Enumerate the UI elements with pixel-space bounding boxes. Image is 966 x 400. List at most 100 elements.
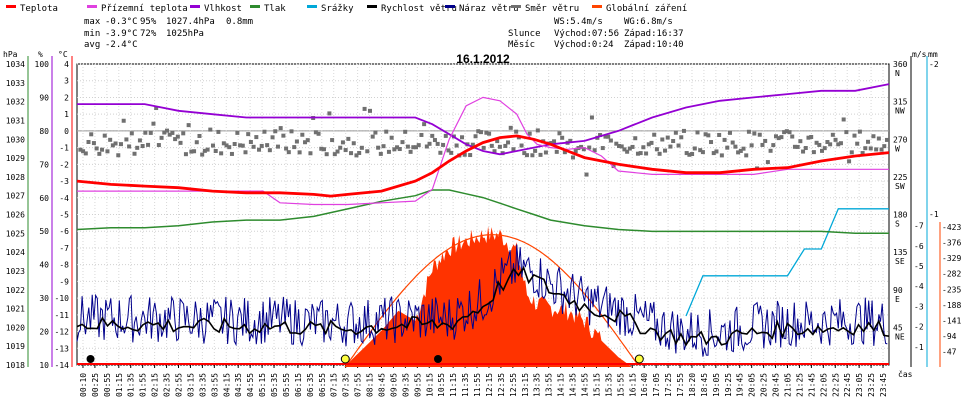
x-tick-label: 10:15 [425,373,434,397]
wind-direction-point [151,121,156,126]
wind-direction-point [367,108,372,113]
direction-tick-label: NW [895,107,905,116]
wind-direction-point [200,152,205,157]
temperature-line [76,134,890,198]
x-tick-label: 06:55 [318,373,327,397]
wind-direction-point [719,153,724,158]
wind-direction-point [535,128,540,133]
wind-direction-point [354,153,359,158]
humidity-axis-tick: 100 [35,60,50,69]
humidity-axis-tick: 30 [39,294,49,303]
wind-direction-point [492,149,497,154]
wind-direction-point [251,144,256,149]
wind-direction-point [211,143,216,148]
wind-direction-point [614,141,619,146]
wind-direction-point [381,144,386,149]
direction-tick: 225 [893,173,908,182]
wind-direction-point [573,149,578,154]
wind-direction-point [118,142,123,147]
wind-direction-point [468,153,473,158]
clear-sky-curve [344,234,639,368]
wind-direction-point [389,135,394,140]
wind-direction-point [714,149,719,154]
x-tick-label: 15:55 [616,373,625,397]
legend-label: Tlak [264,4,286,14]
humidity-axis-tick: 90 [39,93,49,102]
wind-direction-point [89,132,94,137]
wind-direction-point [232,142,237,147]
wind-direction-point [838,141,843,146]
wind-direction-point [365,149,370,154]
x-tick-label: 23:45 [879,373,888,397]
wind-direction-point [83,151,88,156]
wind-direction-point [663,148,668,153]
wind-direction-point [476,129,481,134]
direction-tick-label: E [895,295,900,304]
pressure-axis-tick: 1020 [6,323,25,332]
x-tick-label: 11:35 [461,373,470,397]
wind-direction-point [292,145,297,150]
x-tick-label: 03:15 [186,373,195,397]
pressure-axis-tick: 1030 [6,135,25,144]
x-tick-label: 04:15 [222,373,231,397]
wind-direction-point [562,150,567,155]
wind-direction-point [132,151,137,156]
wind-direction-point [319,146,324,151]
wind-direction-point [259,143,264,148]
moonset: Západ:10:40 [624,40,684,50]
legend-label: Vlhkost [204,4,242,14]
wind-direction-point [855,141,860,146]
wind-direction-point [790,134,795,139]
pressure-axis-tick: 1029 [6,154,25,163]
wind-direction-point [524,153,529,158]
x-tick-label: 07:55 [354,373,363,397]
wind-direction-point [806,135,811,140]
wind-direction-point [308,151,313,156]
rain-tick: -1 [929,210,939,219]
moonrise: Východ:0:24 [554,40,614,50]
wind-direction-point [841,117,846,122]
x-tick-label: 16:40 [640,373,649,397]
wind-direction-point [175,134,180,139]
temperature-axis-tick: -3 [59,177,69,186]
temperature-axis-tick: -14 [55,361,70,370]
legend: Teplota Přízemní teplota Vlhkost Tlak Srážky… [6,4,687,14]
wind-direction-point [224,143,229,148]
humidity-axis-tick: 50 [39,227,49,236]
wind-direction-point [124,137,129,142]
wind-direction-point [822,146,827,151]
legend-swatch [6,5,16,8]
wind-direction-point [378,151,383,156]
x-tick-label: 12:15 [485,373,494,397]
wind-direction-point [543,150,548,155]
wind-tick: -2 [914,323,924,332]
x-tick-label: 09:05 [389,373,398,397]
wind-direction-point [91,141,96,146]
wind-direction-point [192,149,197,154]
x-tick-label: 14:35 [569,373,578,397]
wind-direction-point [189,149,194,154]
wind-direction-point [619,144,624,149]
moonrise-marker [86,355,95,363]
temperature-axis-tick: -5 [59,211,69,220]
direction-tick-label: SE [895,257,905,266]
wind-direction-point [146,142,151,147]
wind-direction-point [424,144,429,149]
x-tick-label: 05:15 [258,373,267,397]
x-tick-label: 18:20 [688,373,697,397]
x-tick-label: 08:15 [366,373,375,397]
direction-tick: 360 [893,60,908,69]
x-tick-label: 07:15 [330,373,339,397]
wind-direction-point [243,150,248,155]
wind-direction-point [768,148,773,153]
wind-direction-point [170,130,175,135]
radiation-tick: -47 [942,347,957,356]
temperature-axis-tick: -6 [59,227,69,236]
wind-direction-point [173,137,178,142]
wind-direction-point [127,144,132,149]
legend-swatch [87,5,97,8]
wind-direction-point [570,155,575,160]
wind-direction-point [460,135,465,140]
wind-direction-point [746,129,751,134]
